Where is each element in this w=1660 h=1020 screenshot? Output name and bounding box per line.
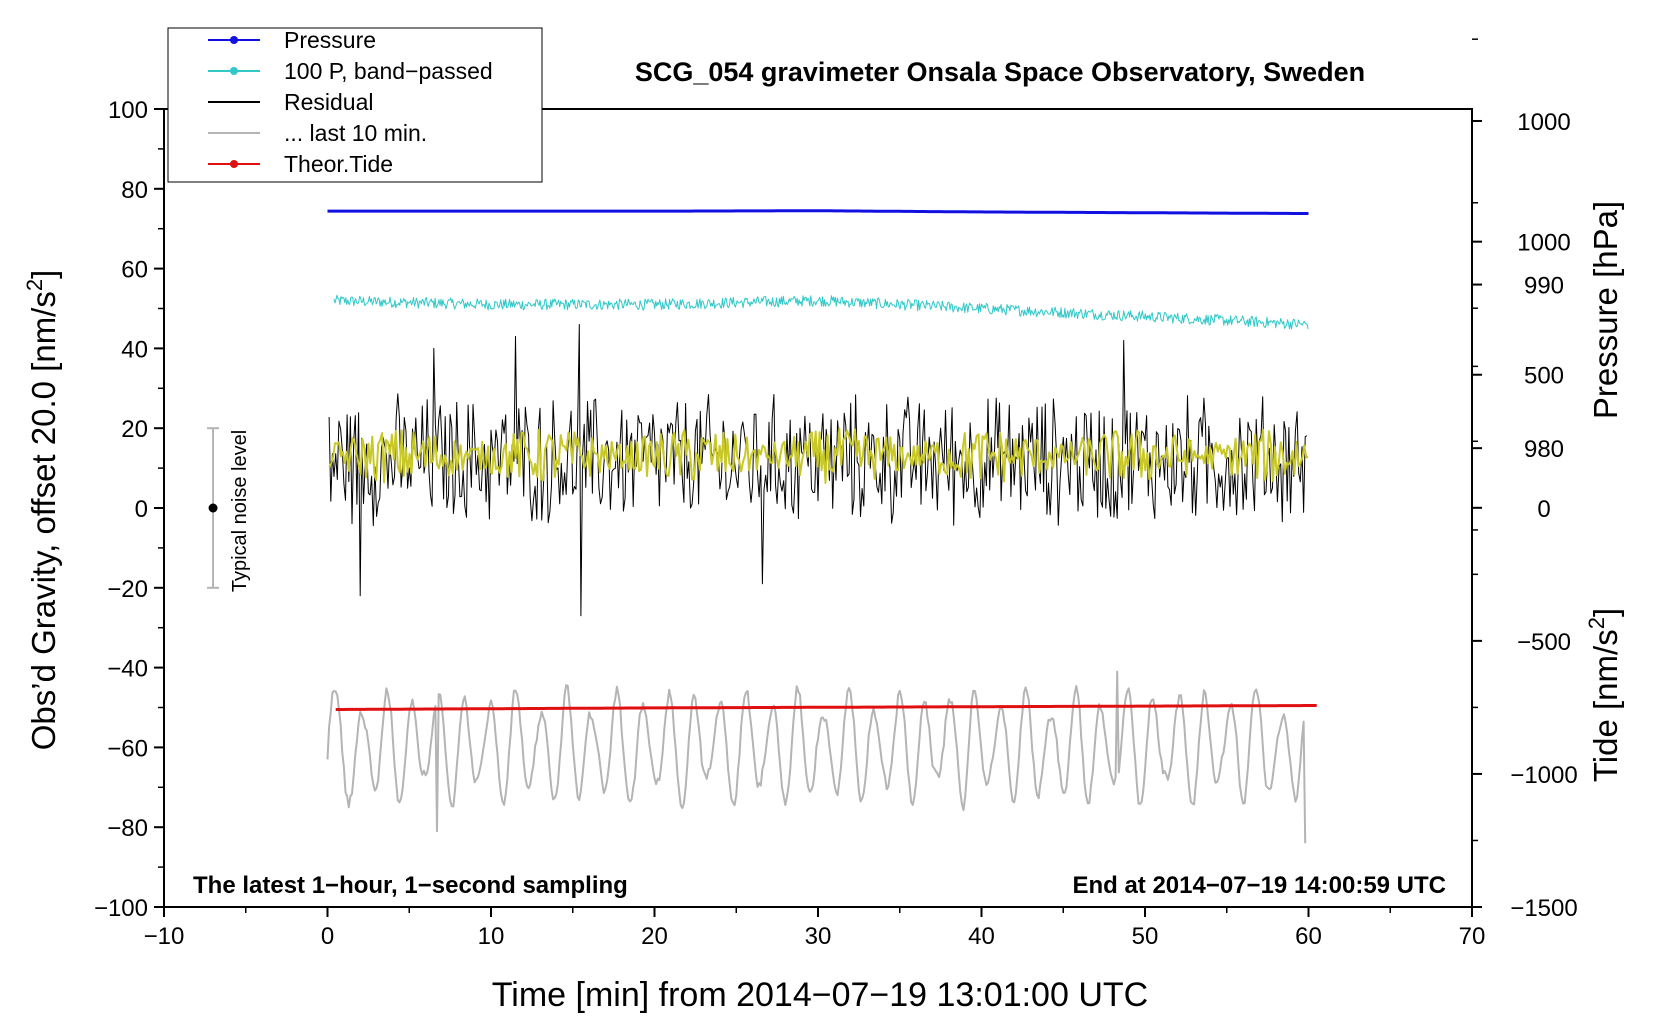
y-tick-label: 20 (121, 416, 148, 443)
pressure-tick-label: 980 (1524, 436, 1564, 463)
legend-label: Pressure (284, 27, 376, 53)
y-tick-label: 60 (121, 257, 148, 284)
y-tick-label: −20 (107, 576, 148, 603)
x-tick-label: 60 (1295, 923, 1322, 950)
series-residual (328, 324, 1308, 617)
y-axis-label-gravity: Obs’d Gravity, offset 20.0 [nm/s2] (22, 270, 62, 751)
legend-marker (230, 67, 238, 75)
legend-label: 100 P, band−passed (284, 58, 493, 84)
legend-label: ... last 10 min. (284, 120, 427, 146)
x-tick-label: 70 (1459, 923, 1486, 950)
chart-title: SCG_054 gravimeter Onsala Space Observat… (635, 57, 1365, 87)
y-axis-tide: −1500 −1000 −500 0 500 1000 (1472, 230, 1578, 922)
noise-bar-center-dot (208, 503, 218, 513)
y-tick-label: −80 (107, 815, 148, 842)
series-band-passed-pressure (333, 294, 1309, 330)
y-axis-label-tide-sup: 2 (1584, 617, 1609, 629)
noise-level-indicator (207, 427, 220, 589)
x-tick-label: 10 (478, 923, 505, 950)
legend-box (167, 27, 543, 183)
legend-marker (230, 36, 238, 44)
legend-label: Residual (284, 89, 374, 115)
legend-label: Theor.Tide (284, 151, 393, 177)
x-tick-label: 50 (1132, 923, 1159, 950)
x-axis-label: Time [min] from 2014−07−19 13:01:00 UTC (492, 976, 1148, 1014)
plot-frame (163, 108, 1473, 908)
noise-level-label: Typical noise level (229, 430, 251, 592)
x-tick-label: 20 (641, 923, 668, 950)
tide-tick-label: 500 (1524, 363, 1564, 390)
legend: Pressure 100 P, band−passed Residual ... la… (167, 27, 543, 183)
series-theor-tide (335, 704, 1317, 711)
y-tick-label: 0 (135, 496, 148, 523)
tide-tick-label: 1000 (1517, 230, 1570, 257)
x-tick-label: 40 (968, 923, 995, 950)
y-axis-label-tide: Tide [nm/s2] (1584, 608, 1624, 782)
y-tick-label: 40 (121, 336, 148, 363)
series-pressure (327, 209, 1309, 215)
y-tick-label: −60 (107, 735, 148, 762)
series-layer (326, 209, 1317, 844)
tide-tick-label: −1000 (1510, 762, 1577, 789)
y-axis-label-gravity-sup: 2 (22, 279, 47, 291)
note-sampling: The latest 1−hour, 1−second sampling (193, 872, 628, 899)
tide-tick-label: 0 (1537, 496, 1550, 523)
y-tick-label: −100 (94, 895, 148, 922)
y-axis-label-tide-text: Tide [nm/s (1587, 629, 1624, 782)
note-end-time: End at 2014−07−19 14:00:59 UTC (1072, 872, 1446, 899)
x-tick-label: 30 (805, 923, 832, 950)
pressure-tick-label: 1000 (1517, 109, 1570, 136)
x-tick-label: 0 (321, 923, 334, 950)
series-last-10-min (326, 670, 1307, 844)
y-axis-gravity: −100 −80 −60 −40 −20 0 20 40 60 80 100 (94, 97, 164, 922)
pressure-tick-label: 990 (1524, 273, 1564, 300)
y-tick-label: 80 (121, 177, 148, 204)
tide-tick-label: −1500 (1510, 895, 1577, 922)
tide-tick-label: −500 (1517, 629, 1571, 656)
x-axis: −10 0 10 20 30 40 50 60 70 (144, 907, 1486, 950)
y-tick-label: 100 (108, 97, 148, 124)
y-tick-label: −40 (107, 656, 148, 683)
y-axis-label-pressure: Pressure [hPa] (1587, 201, 1624, 419)
x-tick-label: −10 (144, 923, 185, 950)
y-axis-label-gravity-text: Obs’d Gravity, offset 20.0 [nm/s (25, 291, 62, 750)
legend-marker (230, 160, 238, 168)
series-residual-smoothed (328, 427, 1309, 484)
y-axis-label-gravity-close: ] (25, 270, 62, 279)
y-axis-pressure: 9809901000101010201030 (1472, 38, 1571, 531)
y-axis-label-tide-close: ] (1587, 608, 1624, 617)
